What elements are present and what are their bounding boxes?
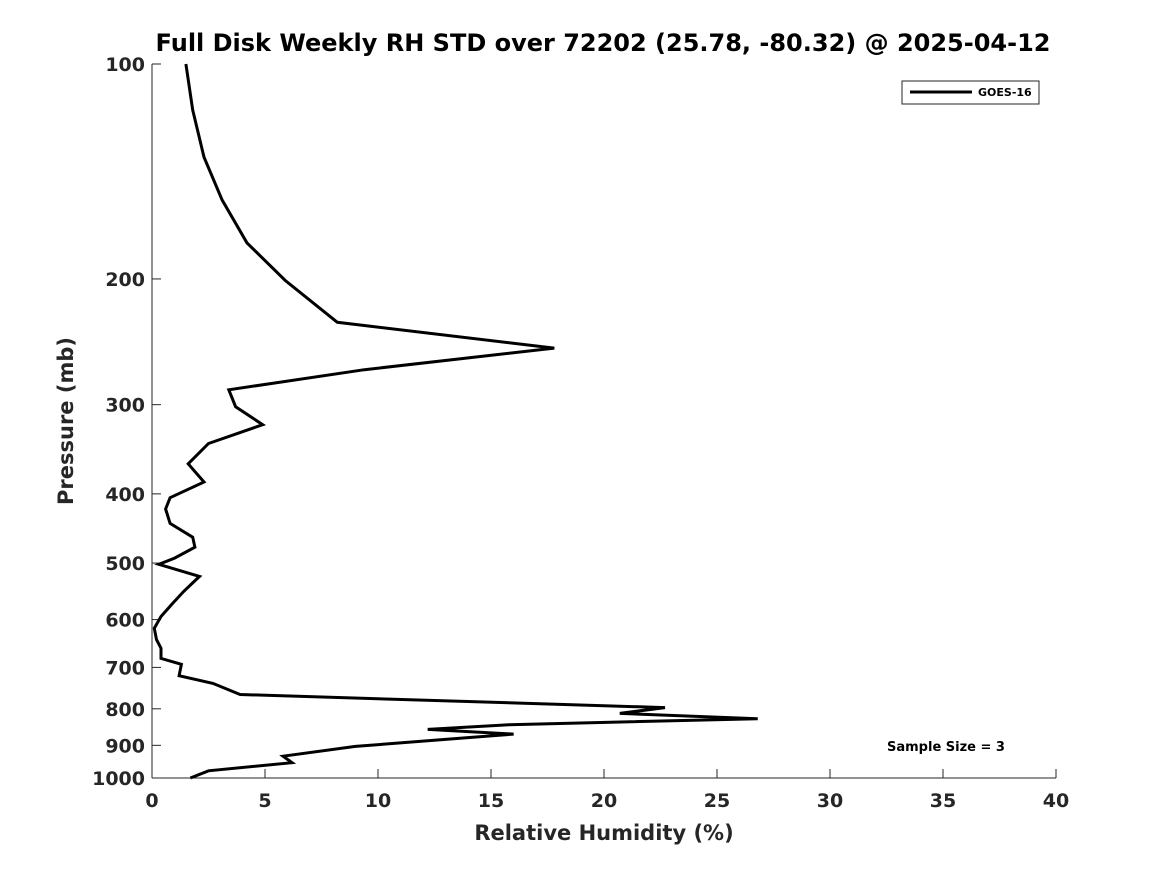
x-tick-label: 40 <box>1043 790 1069 812</box>
y-tick-label: 900 <box>105 735 145 757</box>
x-tick-label: 25 <box>704 790 730 812</box>
series-layer <box>152 63 758 780</box>
x-tick-label: 35 <box>930 790 956 812</box>
y-tick-label: 800 <box>105 699 145 721</box>
y-tick-label: 200 <box>105 269 145 291</box>
legend-entry-goes-16: GOES-16 <box>978 86 1032 99</box>
x-tick-label: 30 <box>817 790 843 812</box>
x-tick-label: 0 <box>145 790 158 812</box>
chart-title: Full Disk Weekly RH STD over 72202 (25.7… <box>156 29 1051 57</box>
y-tick-label: 500 <box>105 553 145 575</box>
y-ticks: 100 200 300 400 500 600 700 800 900 1000 <box>92 54 161 790</box>
y-axis-label: Pressure (mb) <box>54 337 78 505</box>
x-axis-label: Relative Humidity (%) <box>474 821 733 845</box>
y-tick-label: 400 <box>105 484 145 506</box>
sample-size-annotation: Sample Size = 3 <box>887 740 1005 755</box>
y-tick-label: 1000 <box>92 768 145 790</box>
x-ticks: 0 5 10 15 20 25 30 35 40 <box>145 769 1069 812</box>
legend: GOES-16 <box>901 80 1040 105</box>
y-tick-label: 600 <box>105 610 145 632</box>
x-tick-label: 10 <box>365 790 391 812</box>
series-line-goes-16 <box>152 63 758 780</box>
y-tick-label: 100 <box>105 54 145 76</box>
x-tick-label: 5 <box>258 790 271 812</box>
y-tick-label: 300 <box>105 395 145 417</box>
y-tick-label: 700 <box>105 657 145 679</box>
x-tick-label: 15 <box>478 790 504 812</box>
x-tick-label: 20 <box>591 790 617 812</box>
